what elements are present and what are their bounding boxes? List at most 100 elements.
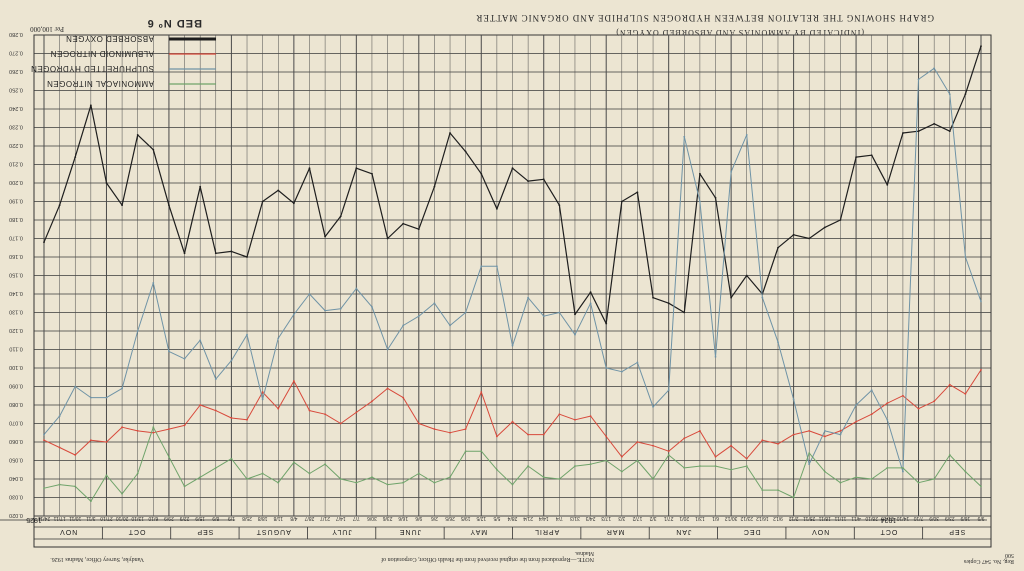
x-tick-label: 17/11: [53, 515, 65, 521]
data-point: [948, 383, 951, 386]
data-point: [605, 367, 608, 369]
y-tick-label: 0.280: [9, 31, 23, 37]
x-tick-label: 20/1: [679, 515, 689, 521]
y-tick-label: 0.090: [9, 383, 23, 389]
data-point: [870, 389, 873, 392]
x-tick-label: 8/9: [212, 515, 219, 521]
data-point: [230, 417, 233, 419]
x-tick-label: 5/5: [493, 515, 500, 521]
y-tick-label: 0.110: [9, 346, 22, 352]
x-tick-label: 20/10: [116, 515, 129, 521]
data-point: [214, 378, 217, 380]
month-label: OCT: [128, 528, 146, 535]
legend-label: SULPHURETTED HYDROGEN: [31, 64, 154, 73]
data-point: [933, 67, 936, 70]
x-tick-label: 27/10: [100, 515, 113, 521]
data-point: [964, 393, 967, 395]
data-point: [495, 435, 498, 438]
data-point: [58, 204, 61, 207]
data-point: [948, 130, 951, 133]
data-point: [855, 404, 857, 406]
data-point: [199, 476, 202, 479]
year-label: 1925: [26, 516, 42, 523]
data-point: [74, 485, 77, 488]
x-tick-label: 25/11: [803, 515, 815, 521]
x-tick-label: 3/11: [86, 515, 96, 521]
data-point: [730, 296, 733, 299]
x-tick-label: 9/9: [977, 515, 984, 521]
data-point: [683, 311, 686, 314]
x-tick-label: 25/8: [242, 515, 252, 521]
x-tick-label: 15/9: [195, 515, 205, 521]
data-point: [199, 339, 202, 342]
data-point: [105, 396, 108, 399]
x-tick-label: 6/10: [148, 515, 158, 521]
data-point: [386, 237, 389, 240]
data-point: [605, 322, 608, 325]
data-point: [792, 398, 795, 401]
data-point: [527, 180, 530, 183]
x-tick-label: 24/11: [38, 515, 50, 521]
data-point: [292, 313, 295, 316]
x-tick-label: 10/11: [69, 515, 81, 521]
data-point: [74, 385, 77, 388]
x-tick-label: 2/6: [431, 515, 438, 521]
x-tick-label: 30/6: [367, 515, 377, 521]
data-point: [777, 341, 779, 343]
x-tick-label: 21/7: [320, 515, 330, 521]
data-point: [761, 439, 764, 442]
data-point: [183, 424, 186, 427]
data-point: [605, 435, 608, 438]
data-point: [667, 389, 670, 392]
x-tick-label: 18/8: [258, 515, 268, 521]
x-tick-label: 3/3: [618, 515, 625, 521]
data-point: [620, 370, 623, 373]
data-point: [948, 93, 951, 96]
month-label: JUNE: [399, 528, 421, 535]
data-point: [324, 309, 326, 312]
data-point: [823, 435, 826, 438]
data-point: [152, 431, 155, 434]
y-tick-label: 0.160: [9, 253, 23, 259]
data-point: [121, 492, 123, 495]
y-tick-label: 0.100: [9, 364, 23, 370]
data-point: [339, 307, 342, 310]
data-point: [183, 357, 186, 360]
data-point: [324, 463, 326, 466]
data-point: [667, 450, 670, 453]
data-point: [886, 183, 889, 186]
data-point: [902, 394, 904, 397]
data-point: [339, 478, 342, 480]
data-point: [558, 478, 561, 480]
data-point: [480, 265, 483, 268]
data-point: [246, 418, 248, 421]
x-tick-label: 9/12: [773, 515, 783, 521]
x-tick-label: 7/4: [556, 515, 563, 521]
data-point: [495, 468, 498, 471]
x-tick-label: 22/9: [179, 515, 189, 521]
data-point: [667, 454, 670, 456]
data-point: [542, 315, 545, 318]
x-tick-label: 7/7: [353, 515, 360, 521]
data-point: [605, 459, 608, 462]
data-point: [870, 413, 873, 416]
x-tick-label: 14/10: [896, 515, 909, 521]
data-point: [89, 396, 92, 399]
data-point: [386, 348, 389, 351]
data-point: [495, 265, 498, 268]
x-tick-label: 6/1: [712, 515, 719, 521]
data-point: [714, 196, 717, 199]
data-point: [74, 454, 77, 456]
data-point: [121, 426, 123, 429]
data-point: [855, 420, 857, 423]
legend-label: ABSORBED OXYGEN: [66, 34, 154, 43]
data-point: [168, 428, 170, 430]
x-tick-label: 19/5: [461, 515, 471, 521]
data-point: [699, 200, 701, 203]
data-point: [43, 241, 45, 244]
data-point: [89, 500, 92, 503]
data-point: [152, 148, 155, 151]
y-tick-label: 0.240: [9, 105, 23, 111]
data-point: [402, 222, 405, 225]
data-point: [246, 333, 248, 336]
